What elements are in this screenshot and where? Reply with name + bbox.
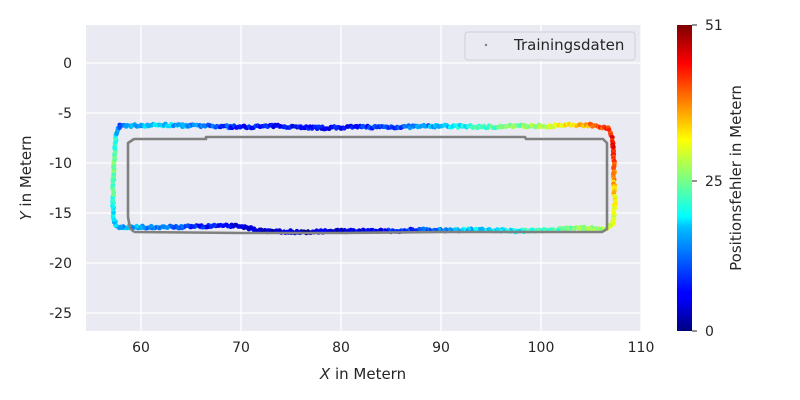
x-tick-label: 70 <box>232 340 250 356</box>
y-tick-label: -15 <box>49 206 72 222</box>
x-tick-label: 110 <box>628 340 655 356</box>
plot-area <box>86 25 641 331</box>
x-tick-label: 100 <box>528 340 555 356</box>
x-ticks: 60 70 80 90 100 110 <box>132 340 654 356</box>
training-data-path <box>126 135 609 235</box>
legend-entry: Trainingsdaten <box>513 36 624 54</box>
error-point <box>117 125 122 131</box>
y-tick-label: -20 <box>49 256 72 272</box>
colorbar-gradient <box>677 25 692 331</box>
colorbar-tick-label: 25 <box>705 174 723 190</box>
legend: Trainingsdaten <box>464 31 636 61</box>
x-tick-label: 60 <box>132 340 150 356</box>
colorbar-label: Positionsfehler in Metern <box>727 85 745 271</box>
colorbar-tick-label: 51 <box>705 18 723 34</box>
data-marks <box>110 121 618 236</box>
x-axis-label: X in Metern <box>319 365 406 383</box>
y-tick-label: -10 <box>49 156 72 172</box>
y-tick-label: -25 <box>49 306 72 322</box>
y-ticks: 0 -5 -10 -15 -20 -25 <box>49 56 72 322</box>
legend-box <box>464 31 636 61</box>
x-tick-label: 80 <box>332 340 350 356</box>
x-tick-label: 90 <box>432 340 450 356</box>
colorbar-ticks: 0 25 51 <box>692 18 723 340</box>
legend-marker <box>484 43 488 47</box>
colorbar-tick-label: 0 <box>705 324 714 340</box>
y-axis-label: Y in Metern <box>17 135 35 220</box>
error-point <box>611 144 616 150</box>
error-point <box>110 182 116 187</box>
colorbar: 0 25 51 Positionsfehler in Metern <box>677 18 745 340</box>
y-tick-label: -5 <box>58 106 72 122</box>
grid <box>86 25 642 331</box>
y-tick-label: 0 <box>63 56 72 72</box>
